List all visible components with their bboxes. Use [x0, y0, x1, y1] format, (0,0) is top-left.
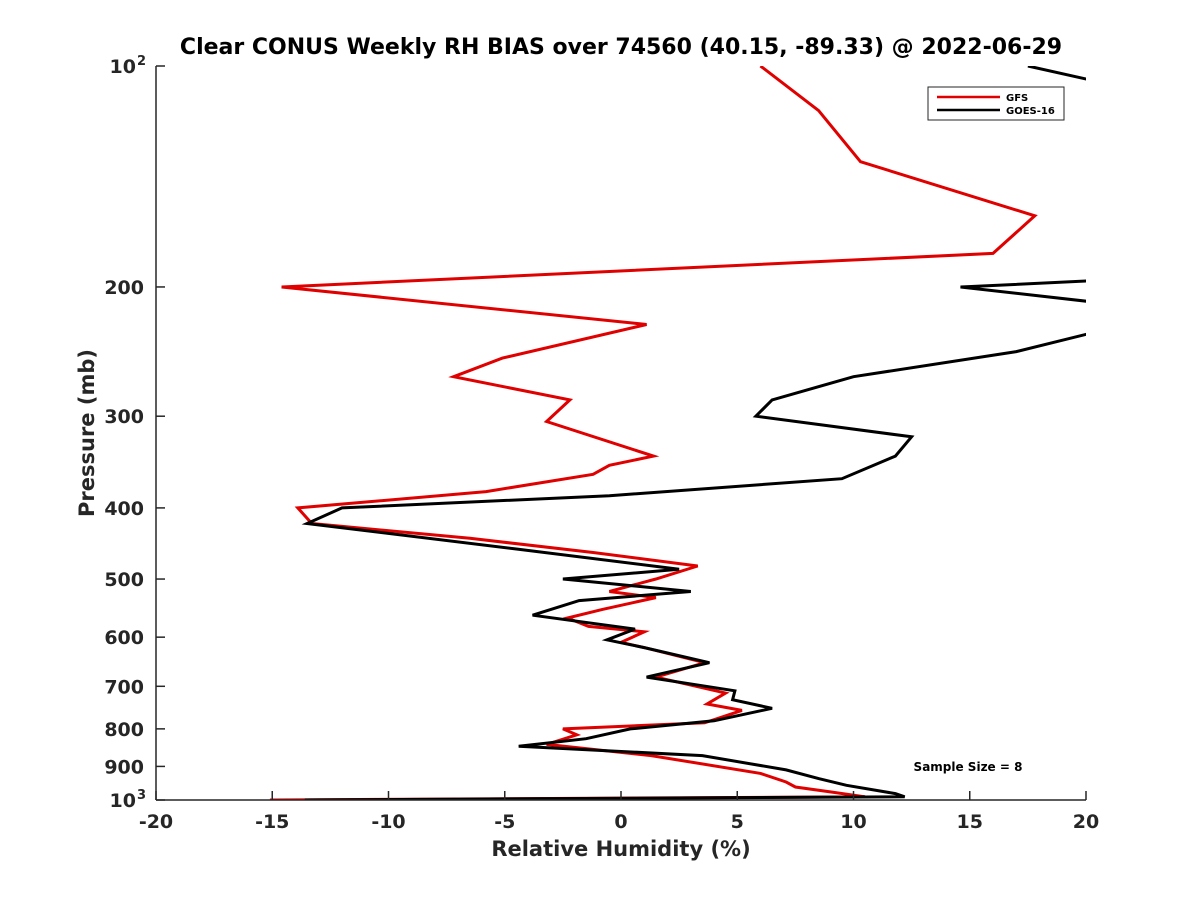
x-tick-label: 10: [840, 811, 866, 833]
x-tick-label: -20: [139, 811, 173, 833]
sample-size-annotation: Sample Size = 8: [914, 760, 1023, 774]
legend-label-goes16: GOES-16: [1006, 106, 1055, 117]
x-ticks: -20 -15 -10 -5 0 5 10 15 20: [139, 791, 1099, 833]
axes: [155, 66, 1086, 801]
x-tick-label: 15: [957, 811, 983, 833]
y-tick-label: 10: [110, 56, 136, 78]
y-tick-label: 800: [104, 719, 144, 741]
series-line-goes16: [960, 279, 1086, 303]
x-tick-label: -15: [255, 811, 289, 833]
y-axis-title: Pressure (mb): [75, 349, 99, 517]
series-line-goes16: [1027, 66, 1086, 81]
series-line-goes16: [301, 332, 1086, 800]
y-tick-exponent: 3: [137, 788, 146, 803]
x-tick-label: 5: [731, 811, 744, 833]
y-tick-label: 200: [104, 277, 144, 299]
y-tick-label: 400: [104, 498, 144, 520]
x-tick-label: 20: [1073, 811, 1099, 833]
x-tick-label: 0: [614, 811, 627, 833]
y-tick-label: 300: [104, 406, 144, 428]
y-tick-label: 10: [110, 790, 136, 812]
legend-label-gfs: GFS: [1006, 93, 1028, 104]
y-tick-label: 500: [104, 569, 144, 591]
x-axis-title: Relative Humidity (%): [491, 837, 750, 861]
legend-box: [927, 86, 1065, 121]
legend: GFS GOES-16: [927, 86, 1065, 121]
series-layer: [269, 66, 1086, 800]
y-tick-label: 700: [104, 676, 144, 698]
y-tick-label: 600: [104, 627, 144, 649]
x-tick-label: -5: [494, 811, 515, 833]
series-line-gfs: [269, 66, 1038, 800]
chart-title: Clear CONUS Weekly RH BIAS over 74560 (4…: [180, 35, 1062, 60]
y-tick-exponent: 2: [137, 54, 146, 69]
x-tick-label: -10: [371, 811, 405, 833]
y-tick-label: 900: [104, 756, 144, 778]
